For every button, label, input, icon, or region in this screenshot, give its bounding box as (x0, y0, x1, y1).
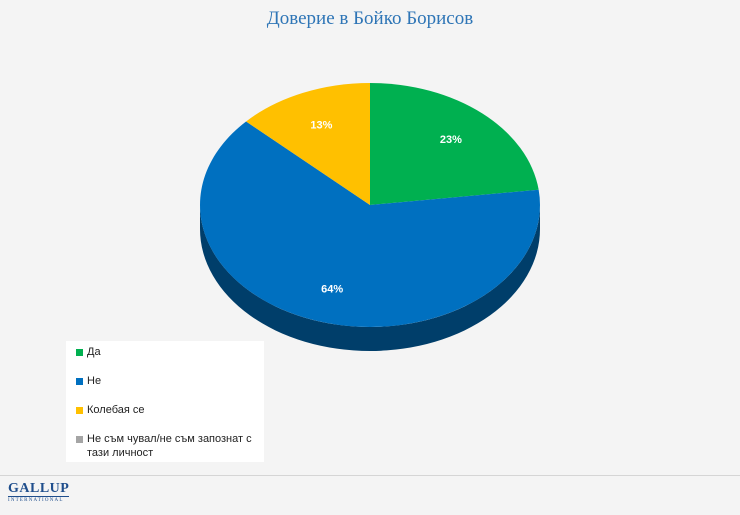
pie-label-0: 23% (440, 134, 462, 146)
legend-swatch-kolebaya (76, 407, 83, 414)
legend-swatch-ne-sam-chuval (76, 436, 83, 443)
gallup-logo: GALLUP INTERNATIONAL (8, 481, 70, 504)
chart-legend: Да Не Колебая се Не съм чувал/не съм зап… (66, 341, 264, 462)
pie-slice-2 (246, 83, 370, 205)
legend-label-ne-sam-chuval: Не съм чувал/не съм запознат с тази личн… (87, 433, 252, 459)
pie-side-walls (200, 205, 540, 351)
chart-title: Доверие в Бойко Борисов (266, 8, 474, 29)
legend-label-kolebaya: Колебая се (87, 404, 145, 416)
legend-item-da: Да (76, 345, 257, 359)
legend-item-ne: Не (76, 374, 257, 388)
legend-label-da: Да (87, 346, 101, 358)
legend-item-kolebaya: Колебая се (76, 403, 257, 417)
legend-swatch-da (76, 349, 83, 356)
logo-subtitle: INTERNATIONAL (8, 496, 70, 504)
pie-label-2: 13% (310, 119, 332, 131)
pie-label-1: 64% (321, 284, 343, 296)
pie-slice-0 (370, 83, 539, 205)
logo-name: GALLUP (8, 481, 70, 496)
legend-swatch-ne (76, 378, 83, 385)
pie-slice-1 (200, 121, 540, 327)
legend-item-ne-sam-chuval: Не съм чувал/не съм запознат с тази личн… (76, 432, 257, 460)
pie-side-1 (200, 205, 540, 351)
legend-label-ne: Не (87, 375, 102, 387)
footer-divider (0, 475, 740, 476)
